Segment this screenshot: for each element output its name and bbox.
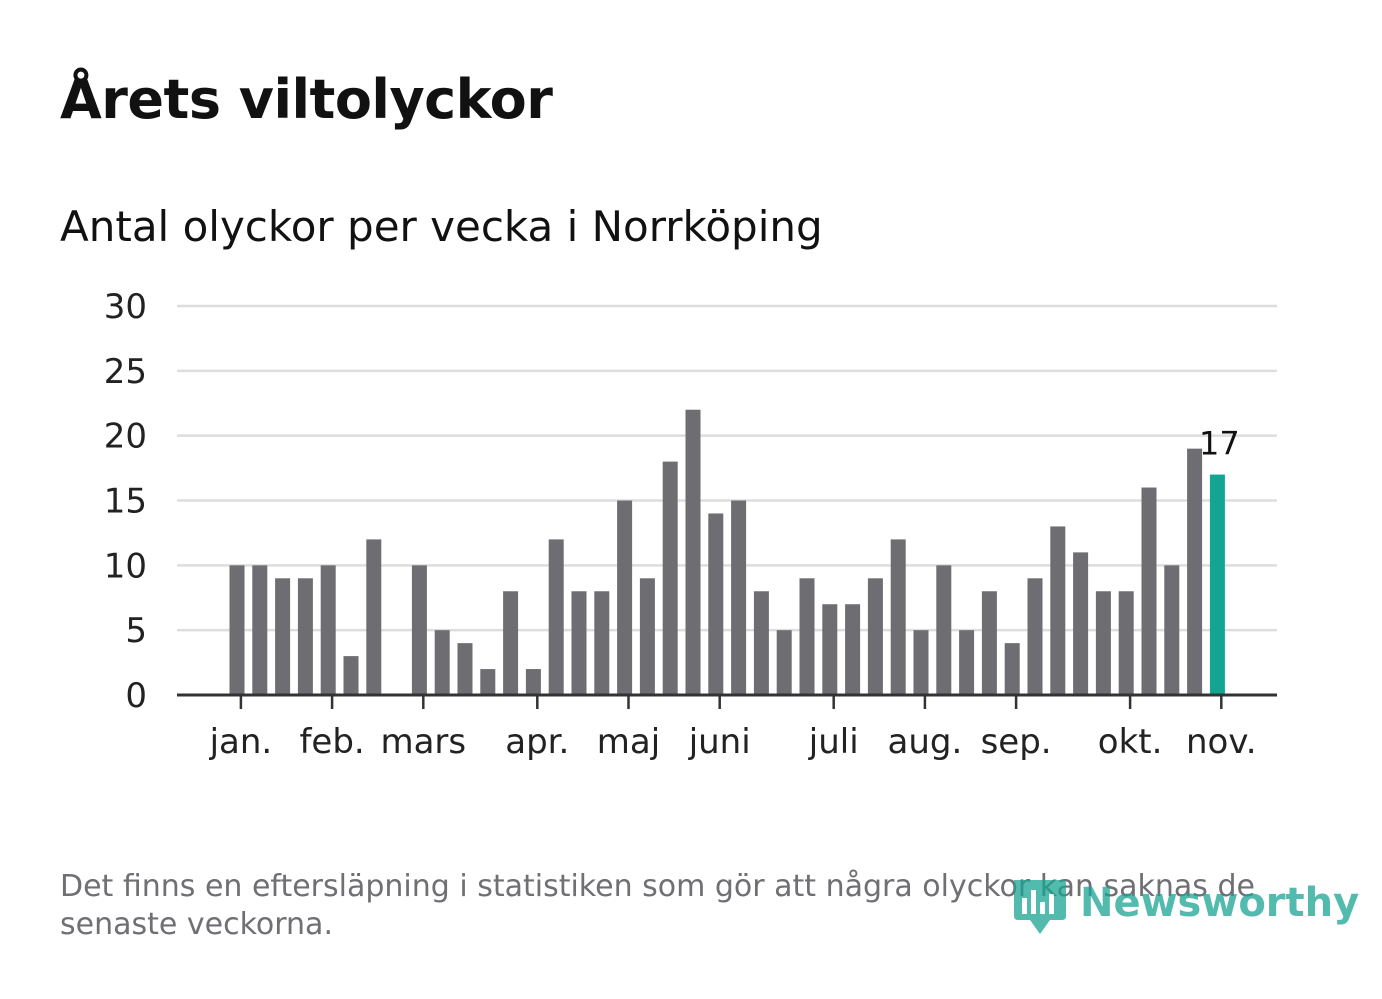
bar bbox=[1118, 591, 1134, 695]
bar bbox=[1004, 643, 1020, 695]
bar bbox=[685, 409, 701, 695]
bar bbox=[981, 591, 997, 695]
bar bbox=[799, 578, 815, 695]
newsworthy-logo-icon bbox=[1014, 880, 1066, 934]
data-label: 17 bbox=[1199, 425, 1240, 463]
x-tick-label: sep. bbox=[981, 722, 1052, 762]
newsworthy-logo-text: Newsworthy bbox=[1080, 880, 1360, 926]
y-tick-label: 5 bbox=[125, 611, 147, 651]
chart-title: Årets viltolyckor bbox=[60, 68, 553, 131]
bar bbox=[1164, 565, 1180, 695]
x-tick-label: nov. bbox=[1186, 722, 1257, 762]
x-tick-label: mars bbox=[380, 722, 466, 762]
bar bbox=[731, 500, 747, 695]
y-tick-label: 10 bbox=[104, 546, 147, 586]
bar bbox=[1141, 487, 1157, 695]
bar bbox=[480, 669, 496, 695]
x-tick-label: aug. bbox=[888, 722, 963, 762]
bar bbox=[1187, 448, 1203, 695]
bar bbox=[594, 591, 610, 695]
y-tick-label: 20 bbox=[104, 417, 147, 457]
bar bbox=[913, 630, 929, 695]
bar bbox=[343, 656, 359, 695]
bar bbox=[1073, 552, 1089, 695]
y-tick-label: 0 bbox=[125, 676, 147, 716]
bar bbox=[936, 565, 952, 695]
bar bbox=[845, 604, 861, 695]
newsworthy-logo: Newsworthy bbox=[1010, 876, 1359, 942]
x-tick-label: feb. bbox=[299, 722, 364, 762]
bar bbox=[776, 630, 792, 695]
y-tick-label: 30 bbox=[104, 287, 147, 327]
x-tick-label: okt. bbox=[1098, 722, 1163, 762]
bar bbox=[320, 565, 336, 695]
bar bbox=[753, 591, 769, 695]
bar bbox=[366, 539, 382, 695]
bar bbox=[275, 578, 291, 695]
bar-highlight bbox=[1209, 474, 1225, 695]
bar bbox=[708, 513, 724, 695]
bar bbox=[411, 565, 427, 695]
bar bbox=[1027, 578, 1043, 695]
bar bbox=[252, 565, 268, 695]
bar bbox=[639, 578, 655, 695]
bar bbox=[617, 500, 633, 695]
x-tick-label: juli bbox=[808, 722, 859, 762]
chart-subtitle: Antal olyckor per vecka i Norrköping bbox=[60, 202, 823, 251]
bar bbox=[1050, 526, 1066, 695]
x-tick-label: jan. bbox=[209, 722, 273, 762]
bar bbox=[457, 643, 473, 695]
bar bbox=[571, 591, 587, 695]
bar bbox=[662, 461, 678, 695]
y-tick-label: 15 bbox=[104, 482, 147, 522]
bar bbox=[1095, 591, 1111, 695]
bar bbox=[434, 630, 450, 695]
bar bbox=[959, 630, 975, 695]
bar bbox=[822, 604, 838, 695]
bar bbox=[867, 578, 883, 695]
bar bbox=[503, 591, 519, 695]
x-tick-label: maj bbox=[597, 722, 660, 762]
bar bbox=[525, 669, 541, 695]
bar bbox=[229, 565, 245, 695]
x-tick-label: juni bbox=[688, 722, 751, 762]
x-tick-label: apr. bbox=[505, 722, 569, 762]
bar bbox=[890, 539, 906, 695]
bar bbox=[548, 539, 564, 695]
y-tick-label: 25 bbox=[104, 352, 147, 392]
bar bbox=[297, 578, 313, 695]
